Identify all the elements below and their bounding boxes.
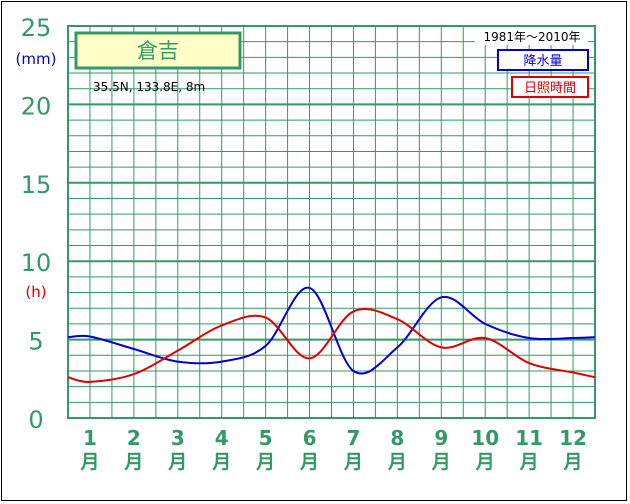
x-tick-label: 9 xyxy=(434,426,448,450)
precip-line xyxy=(67,286,596,375)
sun-line xyxy=(67,307,596,383)
location-label: 35.5N, 133.8E, 8m xyxy=(93,80,205,94)
x-tick-label: 2 xyxy=(127,426,141,450)
x-tick-label: 5 xyxy=(259,426,273,450)
y-tick-label: 0 xyxy=(28,406,43,434)
y-tick-label: 10 xyxy=(21,249,52,277)
x-tick-unit: 月 xyxy=(255,451,275,473)
legend-sun: 日照時間 xyxy=(524,81,576,96)
y-tick-label: 5 xyxy=(28,328,43,356)
y-tick-label: 15 xyxy=(21,171,52,199)
x-tick-unit: 月 xyxy=(79,451,99,473)
y-tick-labels: 25 20 15 10 5 0 xyxy=(21,14,52,434)
x-tick-label: 12 xyxy=(559,426,587,450)
x-tick-unit: 月 xyxy=(519,451,539,473)
x-tick-unit: 月 xyxy=(563,451,583,473)
x-tick-unit: 月 xyxy=(431,451,451,473)
chart-title: 倉吉 xyxy=(137,39,179,63)
grid-lines xyxy=(67,25,596,419)
x-tick-label: 7 xyxy=(346,426,360,450)
period-box xyxy=(475,27,588,45)
x-tick-label: 4 xyxy=(215,426,229,450)
legend-sun-box xyxy=(511,76,589,98)
x-tick-unit: 月 xyxy=(299,451,319,473)
legend-precip-box xyxy=(497,49,589,71)
x-tick-label: 3 xyxy=(171,426,185,450)
x-tick-unit: 月 xyxy=(343,451,363,473)
x-tick-label: 6 xyxy=(303,426,317,450)
x-tick-unit: 月 xyxy=(475,451,495,473)
x-tick-label: 10 xyxy=(471,426,499,450)
y-tick-label: 20 xyxy=(21,92,52,120)
x-tick-label: 1 xyxy=(83,426,97,450)
sun-unit-label: (h) xyxy=(25,283,46,301)
x-tick-unit: 月 xyxy=(387,451,407,473)
x-tick-unit: 月 xyxy=(211,451,231,473)
y-tick-label: 25 xyxy=(21,14,52,42)
precip-unit-label: (mm) xyxy=(16,50,57,68)
x-tick-label: 8 xyxy=(390,426,404,450)
legend-precip: 降水量 xyxy=(523,54,562,69)
x-tick-label: 11 xyxy=(515,426,543,450)
x-tick-unit: 月 xyxy=(123,451,143,473)
series-lines xyxy=(67,286,596,383)
title-box xyxy=(74,31,242,70)
period-label: 1981年〜2010年 xyxy=(483,30,580,44)
x-tick-unit: 月 xyxy=(167,451,187,473)
